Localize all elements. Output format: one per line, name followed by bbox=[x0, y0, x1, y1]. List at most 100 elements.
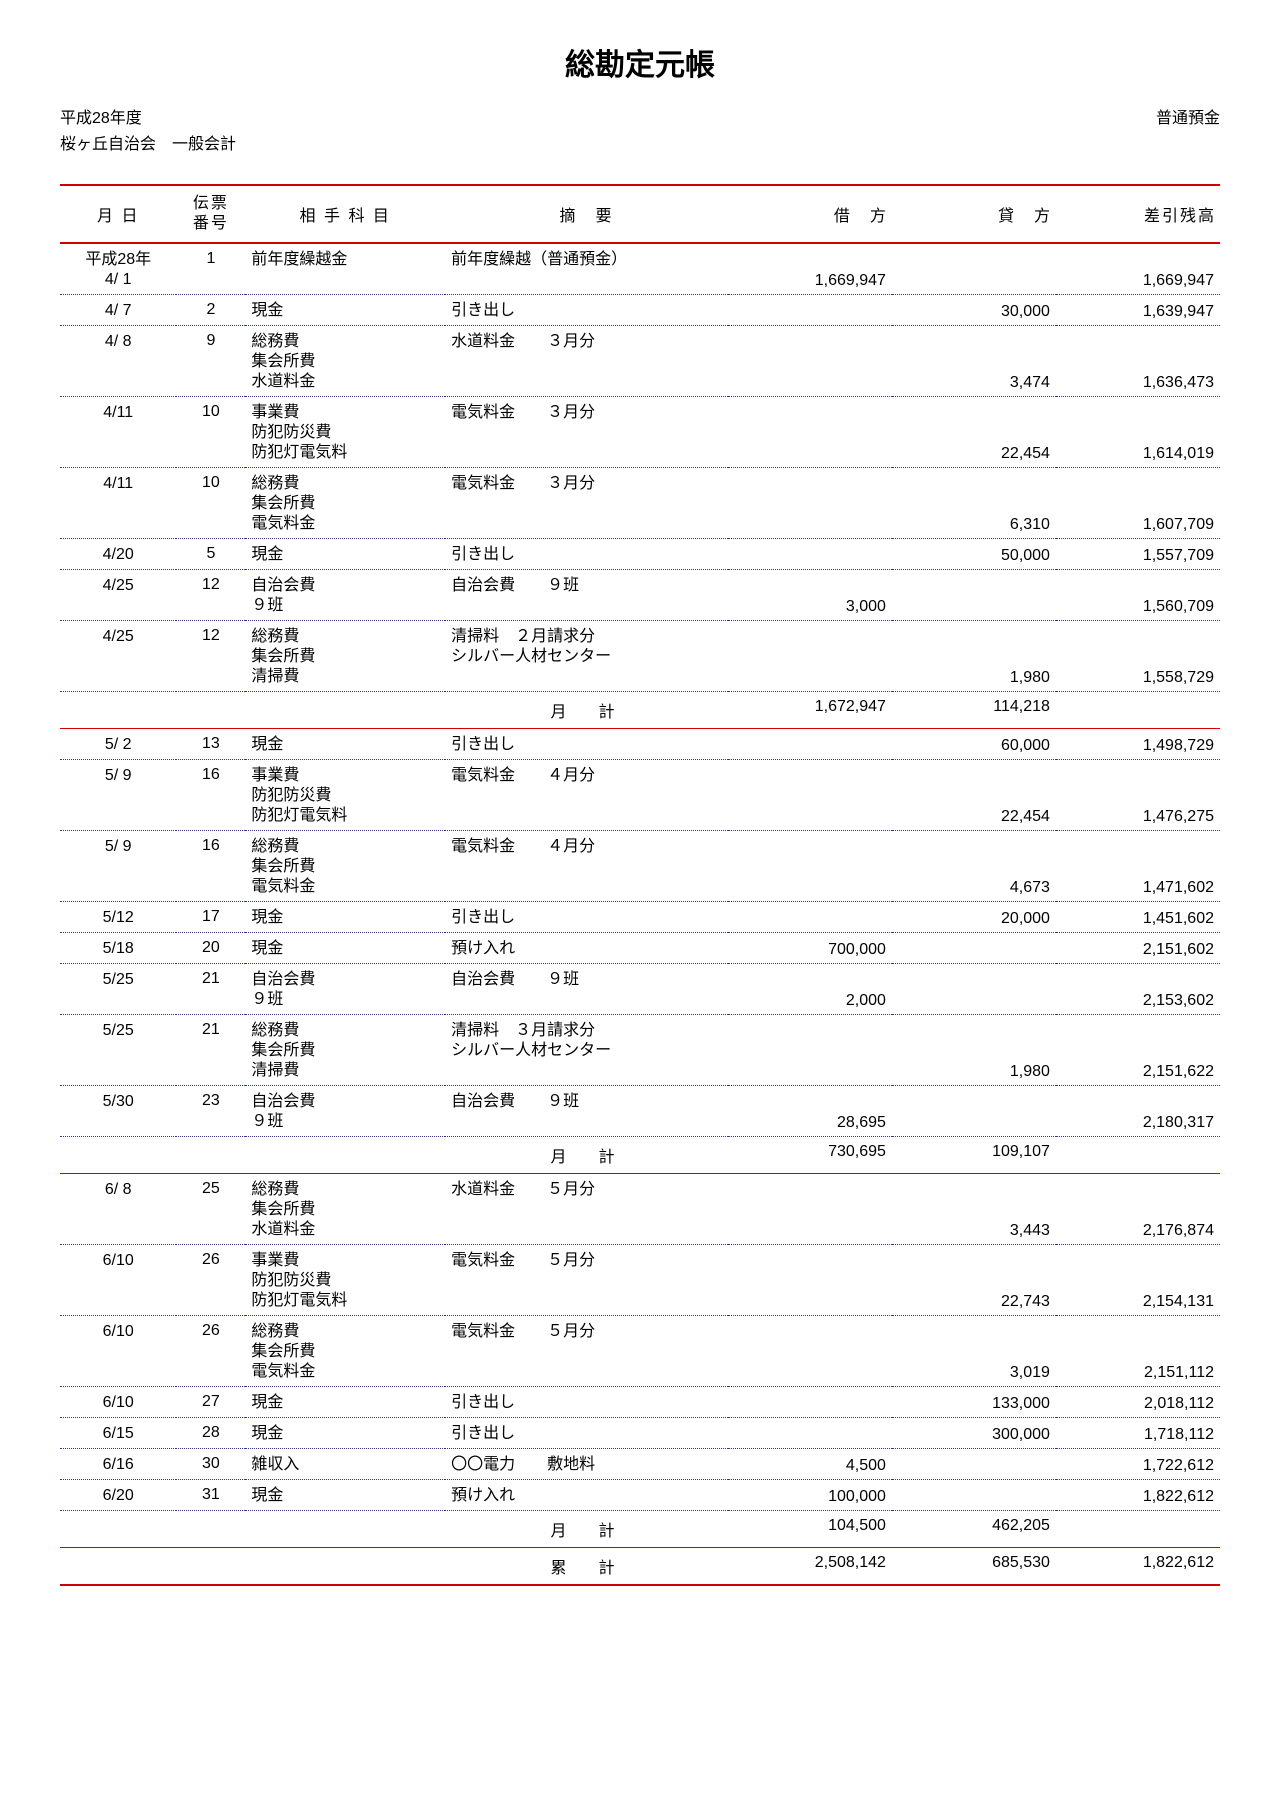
cell-credit: 133,000 bbox=[892, 1387, 1056, 1418]
cell-date: 6/10 bbox=[60, 1387, 176, 1418]
cell-desc: 電気料金 ５月分 bbox=[445, 1316, 728, 1387]
cell-slip: 21 bbox=[176, 1015, 245, 1086]
subtotal-row: 月 計1,672,947114,218 bbox=[60, 692, 1220, 729]
cell-credit: 50,000 bbox=[892, 539, 1056, 570]
cell-debit bbox=[728, 1418, 892, 1449]
cell-credit: 60,000 bbox=[892, 729, 1056, 760]
cell-credit: 30,000 bbox=[892, 295, 1056, 326]
page-title: 総勘定元帳 bbox=[60, 40, 1220, 84]
cell-date: 6/10 bbox=[60, 1316, 176, 1387]
col-debit: 借 方 bbox=[728, 185, 892, 243]
cell-account: 総務費 集会所費 清掃費 bbox=[245, 621, 445, 692]
table-row: 5/3023自治会費 ９班自治会費 ９班28,6952,180,317 bbox=[60, 1086, 1220, 1137]
cell-date: 平成28年 4/ 1 bbox=[60, 243, 176, 295]
cell-desc: 預け入れ bbox=[445, 1480, 728, 1511]
cell-balance: 2,176,874 bbox=[1056, 1174, 1220, 1245]
cell-slip: 28 bbox=[176, 1418, 245, 1449]
table-row: 6/1026総務費 集会所費 電気料金電気料金 ５月分3,0192,151,11… bbox=[60, 1316, 1220, 1387]
cell-desc: 自治会費 ９班 bbox=[445, 1086, 728, 1137]
cell-balance: 1,722,612 bbox=[1056, 1449, 1220, 1480]
cell-desc: 電気料金 ５月分 bbox=[445, 1245, 728, 1316]
cell-date: 5/30 bbox=[60, 1086, 176, 1137]
cell-desc: 自治会費 ９班 bbox=[445, 570, 728, 621]
col-account: 相 手 科 目 bbox=[245, 185, 445, 243]
cell-desc: 自治会費 ９班 bbox=[445, 964, 728, 1015]
cell-date: 5/25 bbox=[60, 964, 176, 1015]
cell-debit: 4,500 bbox=[728, 1449, 892, 1480]
cell-desc: 前年度繰越（普通預金） bbox=[445, 243, 728, 295]
cell-balance: 1,560,709 bbox=[1056, 570, 1220, 621]
cell-credit: 20,000 bbox=[892, 902, 1056, 933]
cell-balance: 1,607,709 bbox=[1056, 468, 1220, 539]
cell-balance: 2,151,112 bbox=[1056, 1316, 1220, 1387]
subtotal-label: 累 計 bbox=[445, 1548, 728, 1586]
table-row: 5/1820現金預け入れ700,0002,151,602 bbox=[60, 933, 1220, 964]
cell-debit: 700,000 bbox=[728, 933, 892, 964]
cell-slip: 27 bbox=[176, 1387, 245, 1418]
cell-account: 事業費 防犯防災費 防犯灯電気料 bbox=[245, 1245, 445, 1316]
cell-slip: 9 bbox=[176, 326, 245, 397]
cell-desc: 電気料金 ４月分 bbox=[445, 831, 728, 902]
cell-date: 4/11 bbox=[60, 468, 176, 539]
header-row: 月 日 伝票 番号 相 手 科 目 摘 要 借 方 貸 方 差引残高 bbox=[60, 185, 1220, 243]
cell-credit bbox=[892, 1480, 1056, 1511]
cell-debit bbox=[728, 1174, 892, 1245]
cell-debit bbox=[728, 468, 892, 539]
cell-date: 4/11 bbox=[60, 397, 176, 468]
cell-balance: 1,476,275 bbox=[1056, 760, 1220, 831]
org-line: 桜ヶ丘自治会 一般会計 bbox=[60, 130, 1220, 154]
cell-credit: 22,743 bbox=[892, 1245, 1056, 1316]
table-row: 平成28年 4/ 11前年度繰越金前年度繰越（普通預金）1,669,9471,6… bbox=[60, 243, 1220, 295]
cell-credit: 3,443 bbox=[892, 1174, 1056, 1245]
cell-account: 現金 bbox=[245, 1418, 445, 1449]
cell-account: 前年度繰越金 bbox=[245, 243, 445, 295]
account-name: 普通預金 bbox=[1156, 104, 1220, 128]
cell-credit: 6,310 bbox=[892, 468, 1056, 539]
cell-slip: 1 bbox=[176, 243, 245, 295]
cell-desc: 引き出し bbox=[445, 539, 728, 570]
subtotal-balance: 1,822,612 bbox=[1056, 1548, 1220, 1586]
table-row: 6/2031現金預け入れ100,0001,822,612 bbox=[60, 1480, 1220, 1511]
cell-balance: 1,718,112 bbox=[1056, 1418, 1220, 1449]
cell-date: 6/20 bbox=[60, 1480, 176, 1511]
cell-slip: 20 bbox=[176, 933, 245, 964]
cell-slip: 5 bbox=[176, 539, 245, 570]
cell-balance: 1,557,709 bbox=[1056, 539, 1220, 570]
table-row: 4/205現金引き出し50,0001,557,709 bbox=[60, 539, 1220, 570]
cell-date: 5/ 2 bbox=[60, 729, 176, 760]
cell-slip: 23 bbox=[176, 1086, 245, 1137]
cell-balance: 2,153,602 bbox=[1056, 964, 1220, 1015]
cell-account: 自治会費 ９班 bbox=[245, 570, 445, 621]
subtotal-credit: 109,107 bbox=[892, 1137, 1056, 1174]
cell-debit bbox=[728, 295, 892, 326]
cell-slip: 25 bbox=[176, 1174, 245, 1245]
cell-account: 現金 bbox=[245, 933, 445, 964]
cell-date: 5/ 9 bbox=[60, 831, 176, 902]
subtotal-credit: 462,205 bbox=[892, 1511, 1056, 1548]
cell-date: 6/10 bbox=[60, 1245, 176, 1316]
cell-credit bbox=[892, 1086, 1056, 1137]
table-row: 6/1528現金引き出し300,0001,718,112 bbox=[60, 1418, 1220, 1449]
table-row: 4/ 89総務費 集会所費 水道料金水道料金 ３月分3,4741,636,473 bbox=[60, 326, 1220, 397]
table-row: 6/1026事業費 防犯防災費 防犯灯電気料電気料金 ５月分22,7432,15… bbox=[60, 1245, 1220, 1316]
cell-slip: 30 bbox=[176, 1449, 245, 1480]
cell-debit bbox=[728, 902, 892, 933]
cell-balance: 1,822,612 bbox=[1056, 1480, 1220, 1511]
cell-account: 総務費 集会所費 電気料金 bbox=[245, 1316, 445, 1387]
cell-debit bbox=[728, 397, 892, 468]
cell-account: 総務費 集会所費 電気料金 bbox=[245, 468, 445, 539]
cell-slip: 12 bbox=[176, 621, 245, 692]
cell-desc: 清掃料 ３月請求分 シルバー人材センター bbox=[445, 1015, 728, 1086]
cell-date: 6/16 bbox=[60, 1449, 176, 1480]
cell-account: 事業費 防犯防災費 防犯灯電気料 bbox=[245, 760, 445, 831]
cell-credit: 22,454 bbox=[892, 397, 1056, 468]
cell-account: 総務費 集会所費 清掃費 bbox=[245, 1015, 445, 1086]
cell-debit bbox=[728, 729, 892, 760]
subtotal-row: 月 計104,500462,205 bbox=[60, 1511, 1220, 1548]
table-row: 5/ 213現金引き出し60,0001,498,729 bbox=[60, 729, 1220, 760]
cell-slip: 17 bbox=[176, 902, 245, 933]
subtotal-row: 月 計730,695109,107 bbox=[60, 1137, 1220, 1174]
cell-balance: 2,151,622 bbox=[1056, 1015, 1220, 1086]
cell-account: 現金 bbox=[245, 902, 445, 933]
cell-balance: 2,018,112 bbox=[1056, 1387, 1220, 1418]
